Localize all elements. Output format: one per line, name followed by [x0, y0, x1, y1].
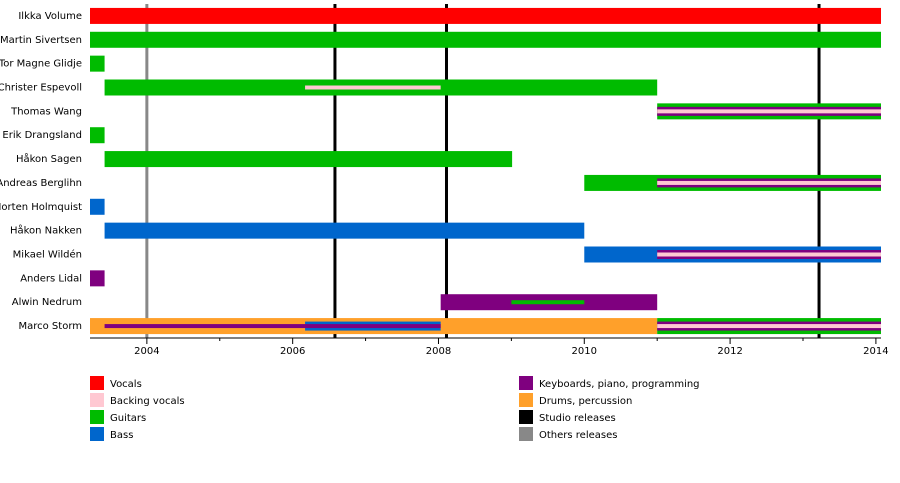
x-tick-label: 2006: [280, 346, 305, 357]
legend-swatch: [519, 410, 533, 424]
tenure-bar: [104, 151, 513, 168]
legend-swatch: [90, 410, 104, 424]
member-name: Marco Storm: [18, 321, 82, 332]
tenure-bar: [90, 31, 881, 48]
member-name: Morten Holmquist: [0, 202, 82, 213]
tenure-bar: [104, 222, 585, 239]
tenure-bar: [90, 55, 105, 72]
member-name: Christer Espevoll: [0, 83, 82, 94]
tenure-bar: [511, 300, 585, 305]
member-name: Erik Drangsland: [2, 130, 82, 141]
tenure-bar: [305, 85, 441, 90]
member-name: Håkon Sagen: [16, 152, 82, 165]
legend-swatch: [519, 393, 533, 407]
legend-swatch: [519, 376, 533, 390]
member-name: Håkon Nakken: [10, 224, 82, 237]
tenure-bar: [90, 7, 881, 24]
legend-swatch: [90, 427, 104, 441]
legend-label: Keyboards, piano, programming: [539, 379, 700, 390]
legend-swatch: [90, 393, 104, 407]
legend-label: Drums, percussion: [539, 396, 632, 407]
member-name: Mikael Wildén: [13, 249, 82, 261]
tenure-bar: [657, 252, 881, 257]
tenure-bar: [657, 180, 881, 185]
legend-label: Backing vocals: [110, 396, 185, 407]
legend-label: Others releases: [539, 430, 617, 441]
legend-label: Bass: [110, 430, 133, 441]
member-name: Tor Magne Glidje: [0, 59, 82, 70]
member-name: Alwin Nedrum: [12, 297, 82, 308]
x-tick-label: 2010: [572, 346, 597, 357]
tenure-bar: [90, 127, 105, 144]
x-tick-label: 2008: [426, 346, 451, 357]
tenure-bar: [104, 324, 441, 329]
legend-label: Studio releases: [539, 413, 616, 424]
member-name: Thomas Wang: [10, 106, 82, 117]
member-name: Ilkka Volume: [18, 11, 82, 22]
x-tick-label: 2012: [717, 346, 742, 357]
member-name: Anders Lidal: [20, 273, 82, 284]
tenure-bar: [90, 198, 105, 215]
legend-label: Vocals: [110, 379, 142, 390]
legend-label: Guitars: [110, 413, 146, 424]
member-name: Martin Sivertsen: [0, 35, 82, 46]
tenure-bar: [90, 270, 105, 287]
legend-swatch: [90, 376, 104, 390]
tenure-bar: [657, 324, 881, 329]
tenure-bar: [657, 109, 881, 114]
legend-swatch: [519, 427, 533, 441]
x-tick-label: 2014: [863, 346, 888, 357]
x-tick-label: 2004: [134, 346, 159, 357]
member-name: Andreas Berglihn: [0, 178, 82, 189]
